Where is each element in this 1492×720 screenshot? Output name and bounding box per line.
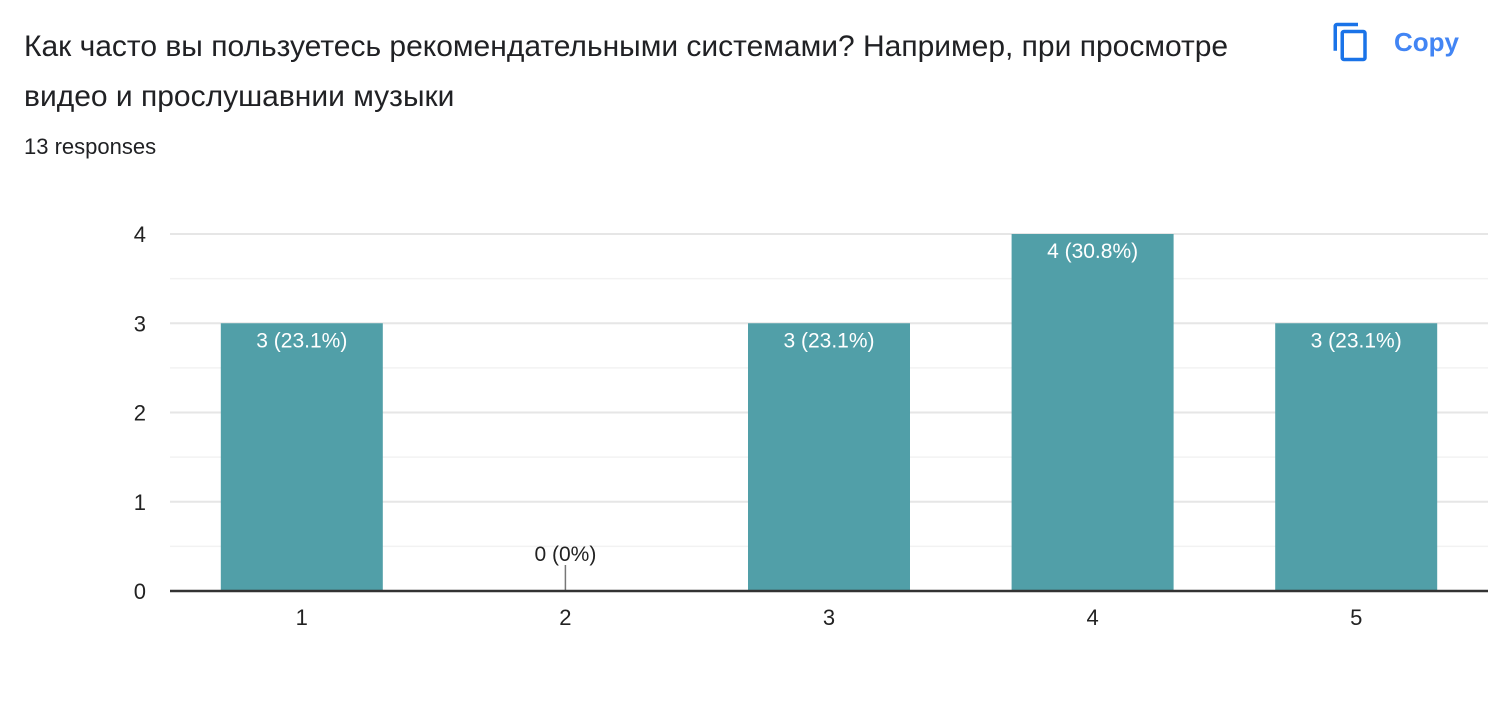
x-tick-label: 3 — [823, 605, 835, 630]
question-title: Как часто вы пользуетесь рекомендательны… — [24, 30, 1229, 113]
data-label: 4 (30.8%) — [1047, 240, 1138, 263]
x-tick-label: 5 — [1350, 605, 1362, 630]
bar — [1275, 323, 1438, 591]
y-tick-label: 2 — [134, 401, 146, 426]
copy-icon — [1333, 22, 1367, 62]
response-count: 13 responses — [24, 134, 157, 159]
x-tick-label: 2 — [559, 605, 571, 630]
bar-chart: 0 1 2 3 4 3 (23.1%) 1 0 (0%) 2 3 (23.1%) 3 4 (30.8%… — [134, 222, 1488, 630]
bar — [748, 323, 910, 591]
bar — [1011, 234, 1174, 591]
data-label: 3 (23.1%) — [1311, 329, 1402, 352]
x-tick-label: 4 — [1086, 605, 1098, 630]
y-tick-label: 3 — [134, 311, 146, 336]
copy-label: Copy — [1394, 26, 1459, 57]
y-tick-label: 4 — [134, 222, 146, 247]
bar — [220, 323, 383, 591]
data-label: 3 (23.1%) — [256, 329, 347, 352]
data-label: 3 (23.1%) — [783, 329, 874, 352]
y-tick-label: 1 — [134, 490, 146, 515]
x-tick-label: 1 — [296, 605, 308, 630]
data-label: 0 (0%) — [534, 543, 596, 566]
y-tick-label: 0 — [134, 579, 146, 604]
copy-button[interactable]: Copy — [1318, 14, 1471, 70]
